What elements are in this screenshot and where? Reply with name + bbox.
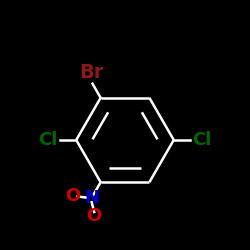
Text: Cl: Cl <box>192 131 212 149</box>
Text: Cl: Cl <box>38 131 58 149</box>
Text: N: N <box>84 189 99 207</box>
Text: O: O <box>65 188 80 206</box>
Text: O: O <box>86 208 102 226</box>
Text: Br: Br <box>79 64 104 82</box>
